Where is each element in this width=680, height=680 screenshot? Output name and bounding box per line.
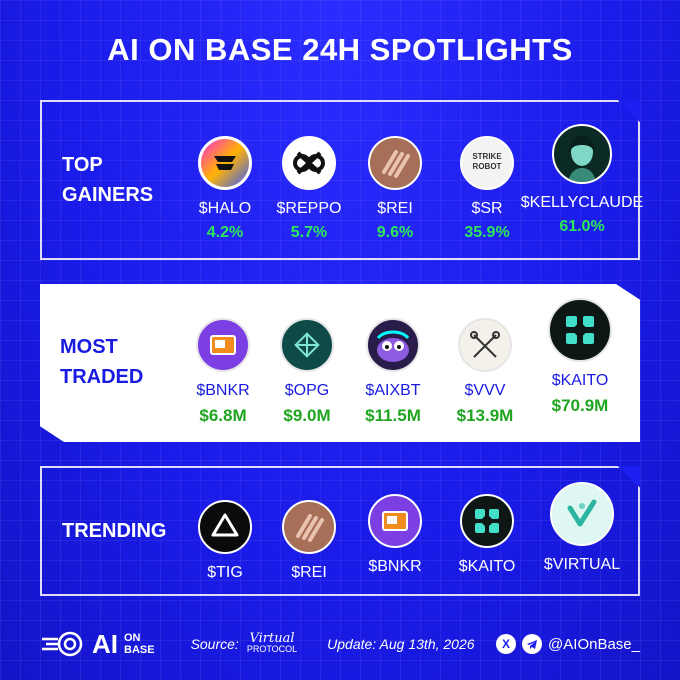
source-sub: PROTOCOL (246, 644, 298, 654)
token-name: $HALO (198, 200, 252, 217)
source-label: Source: (190, 636, 239, 652)
token-change: 9.6% (376, 224, 414, 241)
ai-on-base-mark-icon (42, 631, 83, 657)
most-traded-label-line1: MOST (60, 336, 118, 358)
token-change: 35.9% (464, 224, 510, 241)
token-name: $REI (291, 564, 327, 581)
vvv-logo-icon (458, 318, 512, 372)
token-name: $BNKR (368, 558, 422, 575)
x-icon[interactable]: X (496, 634, 517, 654)
token-change: 5.7% (290, 224, 328, 241)
token-halo[interactable]: $HALO 4.2% (170, 136, 280, 242)
logo-text-line1: STRIKE (472, 152, 502, 161)
social-links: X @AIOnBase_ (496, 634, 640, 654)
token-volume: $6.8M (199, 406, 247, 425)
token-tig[interactable]: $TIG (170, 500, 280, 582)
bnkr-logo-icon (368, 494, 422, 548)
kaito-logo-icon (460, 494, 514, 548)
bnkr-logo-icon (196, 318, 250, 372)
token-bnkr[interactable]: $BNKR $6.8M (168, 318, 278, 426)
tig-logo-icon (198, 500, 252, 554)
token-rei[interactable]: $REI 9.6% (340, 136, 450, 242)
update-date: Update: Aug 13th, 2026 (327, 636, 475, 652)
token-kaito-trending[interactable]: $KAITO (432, 494, 542, 576)
most-traded-label: MOST TRADED (60, 332, 143, 392)
top-gainers-label: TOP GAINERS (62, 150, 153, 210)
token-name: $SR (471, 200, 503, 217)
kellyclaude-avatar-icon (552, 124, 612, 184)
source: Source: Virtual PROTOCOL (190, 631, 298, 654)
strike-robot-logo-icon: STRIKE ROBOT (460, 136, 514, 190)
ai-on-base-logo[interactable]: AI ON BASE (40, 629, 155, 660)
rei-logo-icon (368, 136, 422, 190)
token-name: $KELLYCLAUDE (520, 194, 644, 211)
logo-text-line2: ROBOT (472, 162, 502, 171)
token-name: $AIXBT (365, 382, 421, 399)
token-name: $BNKR (196, 382, 250, 399)
token-name: $VIRTUAL (543, 556, 621, 573)
token-change: 61.0% (559, 218, 605, 235)
token-kellyclaude[interactable]: $KELLYCLAUDE 61.0% (521, 124, 643, 236)
token-volume: $13.9M (456, 406, 514, 425)
token-name: $TIG (207, 564, 243, 581)
token-volume: $11.5M (365, 406, 421, 425)
token-bnkr-trending[interactable]: $BNKR (340, 494, 450, 576)
brand-base: BASE (124, 644, 155, 656)
trending-panel: TRENDING $TIG $REI $BNKR $KAITO $VIRTUAL (40, 466, 640, 596)
brand-ai: AI (92, 628, 118, 659)
token-kaito[interactable]: $KAITO $70.9M (524, 298, 636, 416)
token-volume: $9.0M (283, 406, 331, 425)
token-name: $REI (377, 200, 413, 217)
rei-logo-icon (282, 500, 336, 554)
token-reppo[interactable]: $REPPO 5.7% (254, 136, 364, 242)
source-name: Virtual (249, 631, 295, 646)
aixbt-logo-icon (366, 318, 420, 372)
footer: AI ON BASE Source: Virtual PROTOCOL Upda… (0, 608, 680, 680)
virtual-logo-icon (550, 482, 614, 546)
token-volume: $70.9M (551, 396, 609, 415)
trending-label: TRENDING (62, 520, 167, 542)
brand-on: ON (124, 632, 141, 644)
token-name: $VVV (464, 382, 506, 399)
most-traded-label-line2: TRADED (60, 366, 144, 388)
token-name: $REPPO (276, 200, 342, 217)
token-name: $KAITO (458, 558, 516, 575)
social-handle[interactable]: @AIOnBase_ (548, 635, 640, 653)
halo-logo-icon (198, 136, 252, 190)
token-change: 4.2% (206, 224, 244, 241)
virtual-protocol-logo: Virtual PROTOCOL (246, 631, 298, 654)
token-opg[interactable]: $OPG $9.0M (252, 318, 362, 426)
opg-logo-icon (280, 318, 334, 372)
token-rei-trending[interactable]: $REI (254, 500, 364, 582)
token-sr[interactable]: STRIKE ROBOT $SR 35.9% (432, 136, 542, 242)
token-name: $OPG (284, 382, 330, 399)
token-vvv[interactable]: $VVV $13.9M (430, 318, 540, 426)
brand-on-base: ON BASE (124, 632, 155, 656)
token-virtual[interactable]: $VIRTUAL (526, 482, 638, 574)
top-gainers-label-line1: TOP (62, 154, 103, 176)
token-aixbt[interactable]: $AIXBT $11.5M (338, 318, 448, 426)
page-title: AI ON BASE 24H SPOTLIGHTS (107, 32, 573, 67)
most-traded-panel: MOST TRADED $BNKR $6.8M $OPG $9.0M $AIXB… (40, 284, 640, 442)
kaito-logo-icon (548, 298, 612, 362)
telegram-icon[interactable] (522, 634, 543, 654)
reppo-logo-icon (282, 136, 336, 190)
token-name: $KAITO (551, 372, 609, 389)
top-gainers-panel: TOP GAINERS $HALO 4.2% $REPPO 5.7% $REI … (40, 100, 643, 260)
top-gainers-label-line2: GAINERS (62, 184, 154, 206)
